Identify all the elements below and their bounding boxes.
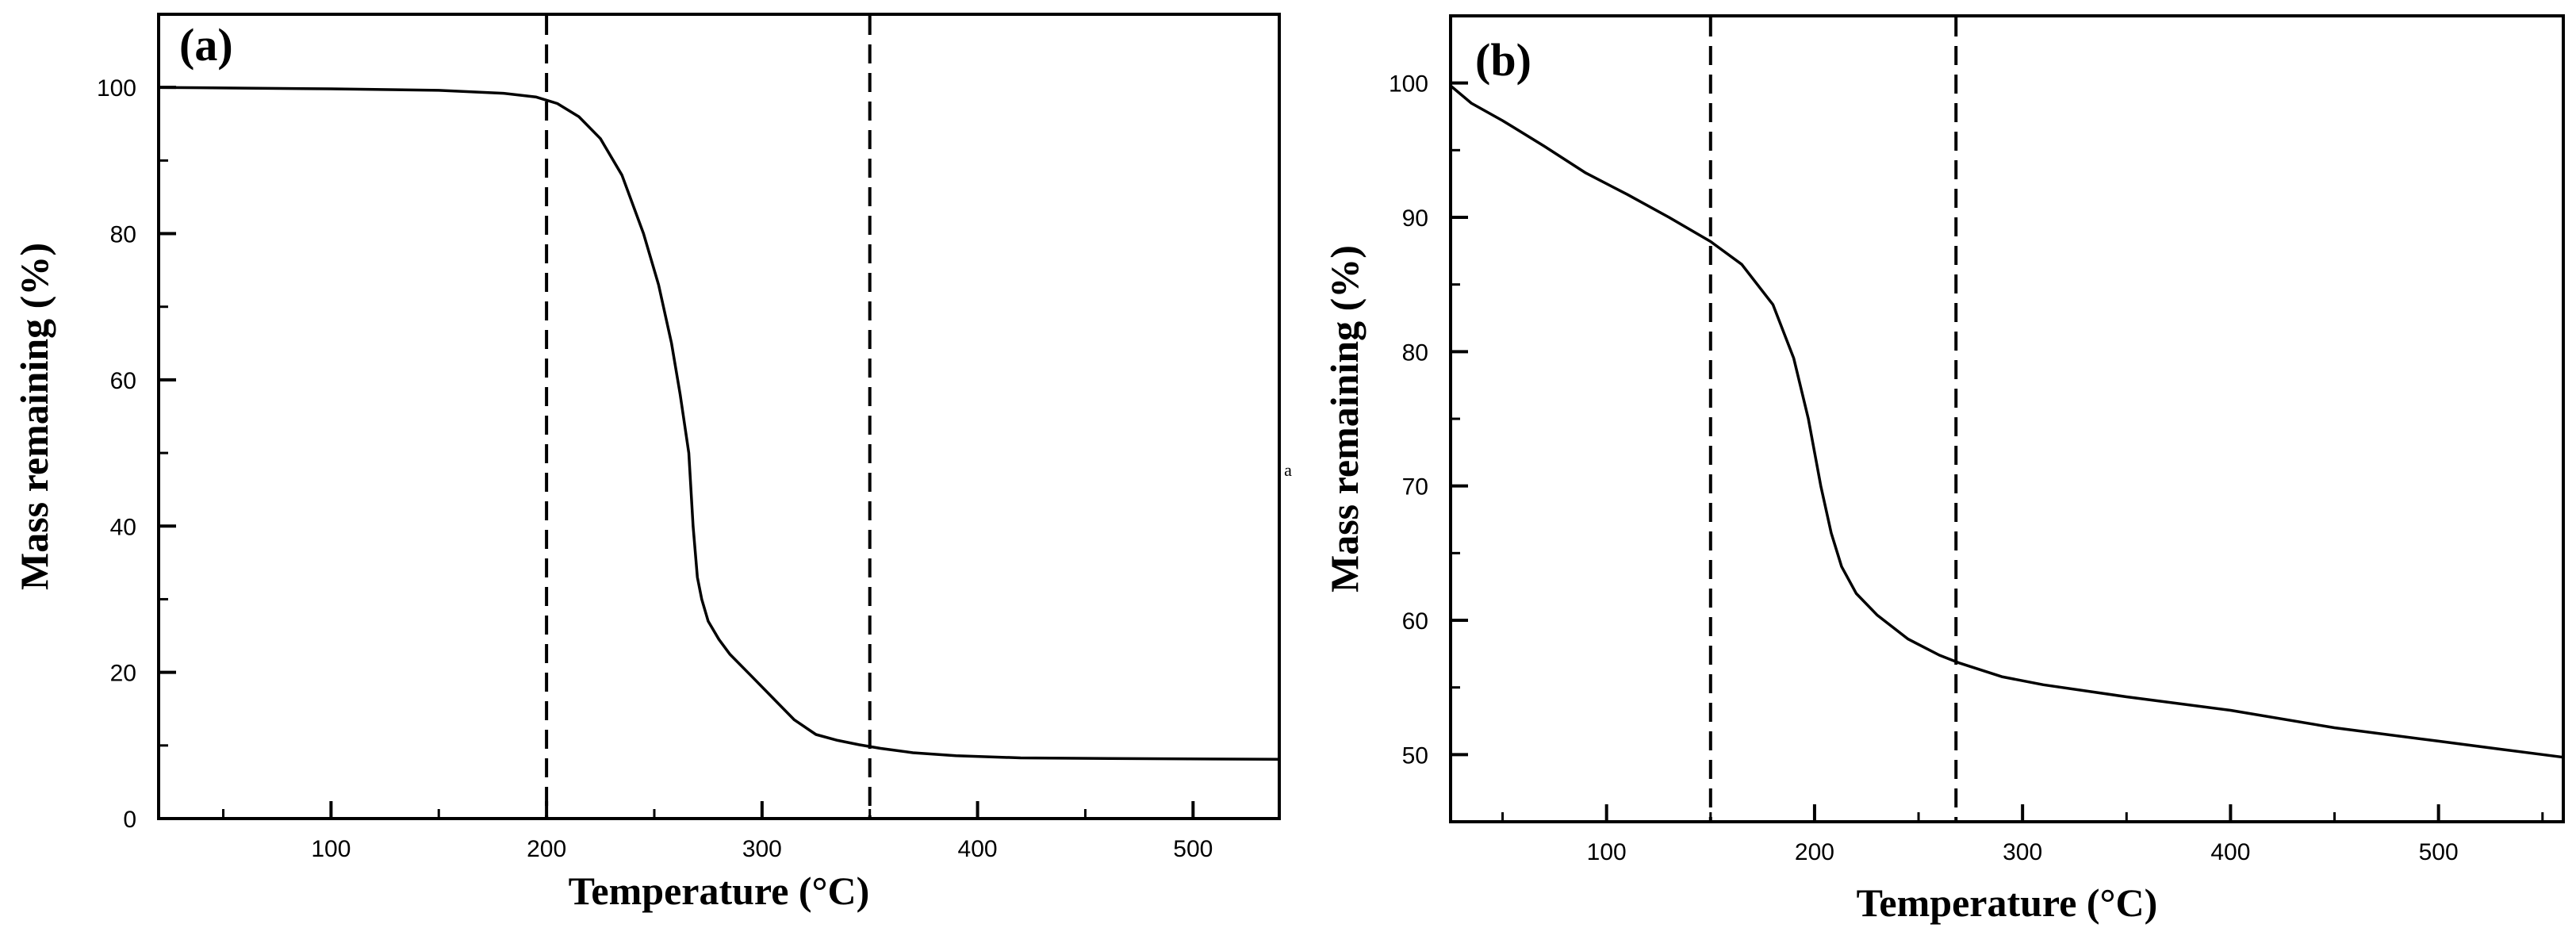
x-tick-label: 500 xyxy=(2419,839,2459,865)
y-tick-label: 70 xyxy=(1402,474,1428,501)
chart-panel-b: 100 200 300 400 500 50 60 70 80 90 100 Temperature … xyxy=(1322,14,2565,925)
y-tick-label: 60 xyxy=(110,368,136,394)
y-tick-label: 100 xyxy=(97,75,136,102)
plot-frame xyxy=(157,13,1281,820)
y-axis-label: Mass remaining (%) xyxy=(1322,245,1367,593)
x-tick-label: 500 xyxy=(1173,836,1213,862)
series-line xyxy=(158,86,1280,761)
x-tick-label: 200 xyxy=(527,836,566,862)
x-axis-label: Temperature (°C) xyxy=(1857,880,2158,925)
x-tick-label: 300 xyxy=(2003,839,2042,865)
x-tick-label: 200 xyxy=(1795,839,1834,865)
x-tick-label: 400 xyxy=(958,836,998,862)
x-tick-label: 300 xyxy=(742,836,782,862)
y-tick-label: 20 xyxy=(110,661,136,687)
y-tick-label: 0 xyxy=(123,807,136,833)
plot-frame xyxy=(1449,14,2565,823)
panel-label: (b) xyxy=(1475,34,1531,86)
panel-label: (a) xyxy=(179,19,233,71)
y-tick-label: 80 xyxy=(110,222,136,248)
x-tick-label: 100 xyxy=(311,836,351,862)
stray-text: a xyxy=(1284,460,1292,480)
y-tick-label: 60 xyxy=(1402,608,1428,635)
y-tick-label: 50 xyxy=(1402,742,1428,769)
x-axis-label: Temperature (°C) xyxy=(569,869,870,913)
chart-panel-a: 100 200 300 400 500 0 20 40 60 80 100 Temperature (… xyxy=(12,13,1281,913)
x-tick-label: 400 xyxy=(2210,839,2250,865)
y-axis-label: Mass remaining (%) xyxy=(12,243,56,590)
y-tick-label: 100 xyxy=(1389,71,1428,98)
y-tick-label: 40 xyxy=(110,514,136,540)
y-tick-label: 90 xyxy=(1402,205,1428,232)
x-tick-label: 100 xyxy=(1587,839,1627,865)
y-tick-label: 80 xyxy=(1402,339,1428,366)
series-line xyxy=(1449,84,2564,759)
